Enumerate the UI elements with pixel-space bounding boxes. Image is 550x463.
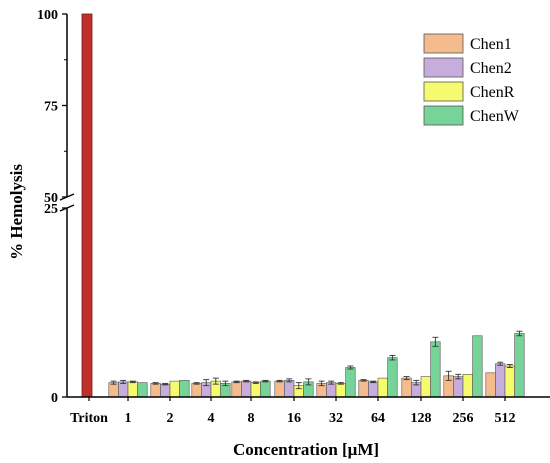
bar-triton [81, 13, 93, 398]
x-tick-label: 512 [495, 411, 516, 426]
bar-chen1-128 [401, 377, 412, 398]
x-tick-label: 128 [411, 411, 432, 426]
x-tick-label: 8 [248, 411, 255, 426]
bar-chenr-32 [335, 383, 346, 398]
bar-chenr-64 [377, 377, 388, 398]
x-axis-title: Concentration [μM] [233, 440, 379, 459]
bar-chenr-2 [169, 380, 180, 398]
bar-chenw-64 [387, 357, 398, 398]
x-tick-label: 64 [371, 411, 385, 426]
bar-chenw-32 [345, 367, 356, 398]
bar-chen1-16 [274, 380, 285, 398]
y-tick-label: 100 [37, 8, 58, 23]
bar-chen1-2 [150, 383, 161, 398]
x-tick-label: 16 [287, 411, 301, 426]
bar-chen2-1 [118, 381, 129, 398]
y-axis-title: % Hemolysis [7, 164, 26, 260]
bar-chenw-128 [430, 341, 441, 398]
legend-swatch-chenw [423, 105, 464, 126]
x-tick-label: 256 [453, 411, 474, 426]
bar-chenw-512 [514, 333, 525, 398]
bar-chenw-1 [137, 382, 148, 398]
legend-label-chenr: ChenR [470, 84, 515, 101]
bar-chen1-1 [108, 382, 119, 398]
bar-chenr-8 [250, 382, 261, 398]
y-tick-label: 0 [51, 391, 58, 406]
x-tick-label: 32 [329, 411, 343, 426]
plot-area [81, 13, 525, 398]
y-tick-label: 75 [44, 100, 58, 115]
bar-chen2-2 [160, 383, 171, 398]
legend-label-chen1: Chen1 [470, 36, 512, 53]
bar-chen2-512 [495, 363, 506, 398]
y-tick-label: 50 [44, 191, 58, 206]
legend-swatch-chen2 [423, 57, 464, 78]
bar-chen1-64 [358, 380, 369, 398]
bar-chenw-8 [260, 380, 271, 398]
bar-chenw-256 [472, 335, 483, 398]
legend-label-chen2: Chen2 [470, 60, 512, 77]
y-tick-label: 25 [44, 202, 58, 217]
bar-chenr-256 [462, 374, 473, 398]
legend-label-chenw: ChenW [470, 108, 520, 125]
bar-chen2-8 [241, 380, 252, 398]
bar-chenw-2 [179, 380, 190, 398]
x-tick-label: 2 [167, 411, 174, 426]
legend-swatch-chen1 [423, 33, 464, 54]
bar-chen2-64 [368, 381, 379, 398]
bar-chenr-128 [420, 376, 431, 398]
bar-chen1-4 [191, 383, 202, 398]
bar-chen2-32 [326, 382, 337, 398]
bar-chen2-256 [453, 376, 464, 398]
legend: Chen1 Chen2 ChenR ChenW [423, 33, 520, 126]
bar-chenr-512 [504, 365, 515, 398]
bar-chen1-8 [231, 381, 242, 398]
x-tick-label: 1 [125, 411, 132, 426]
bar-chen1-512 [485, 372, 496, 398]
x-tick-label: 4 [208, 411, 215, 426]
legend-swatch-chenr [423, 81, 464, 102]
x-tick-label: Triton [70, 411, 108, 426]
bar-chen2-16 [284, 380, 295, 398]
bar-chenr-1 [127, 381, 138, 398]
